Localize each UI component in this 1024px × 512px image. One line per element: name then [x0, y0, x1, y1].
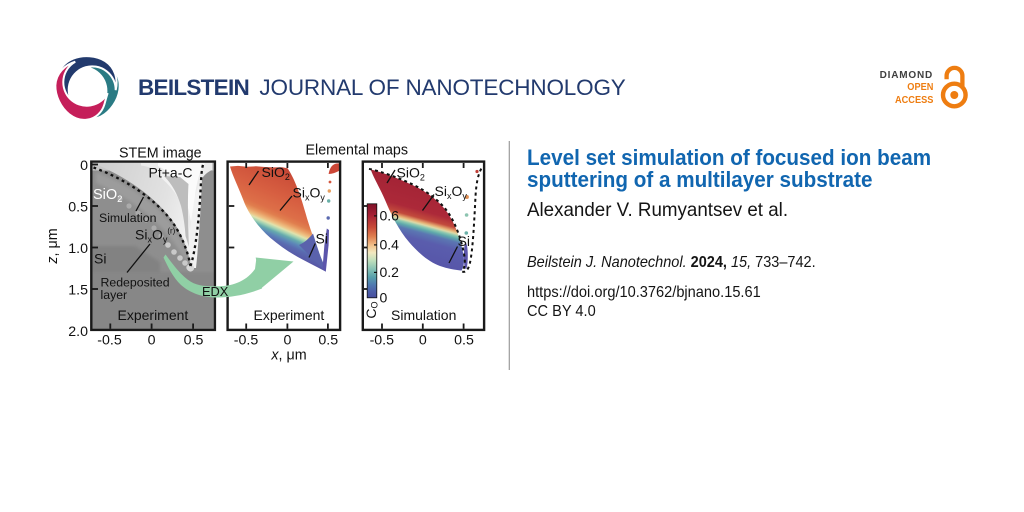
svg-text:0.5: 0.5	[318, 333, 338, 349]
svg-text:layer: layer	[101, 288, 128, 302]
svg-text:Experiment: Experiment	[118, 307, 189, 323]
svg-text:Pt+a-C: Pt+a-C	[149, 165, 193, 181]
svg-text:-0.5: -0.5	[370, 333, 395, 349]
svg-text:0.2: 0.2	[380, 264, 400, 280]
svg-text:x, μm: x, μm	[270, 348, 306, 364]
svg-text:-0.5: -0.5	[234, 333, 259, 349]
svg-text:Elemental maps: Elemental maps	[306, 142, 409, 158]
svg-text:EDX: EDX	[202, 284, 229, 299]
svg-text:Si: Si	[94, 251, 106, 267]
svg-text:0: 0	[80, 158, 88, 174]
svg-text:2.0: 2.0	[68, 324, 88, 340]
svg-text:0: 0	[419, 333, 427, 349]
svg-text:0.5: 0.5	[454, 333, 474, 349]
svg-text:0: 0	[283, 333, 291, 349]
svg-text:Redeposited: Redeposited	[101, 276, 170, 290]
svg-text:0.6: 0.6	[380, 208, 400, 224]
svg-text:Simulation: Simulation	[391, 307, 456, 323]
svg-text:SixOy: SixOy	[435, 183, 468, 201]
svg-text:Si: Si	[316, 231, 328, 247]
svg-text:1.0: 1.0	[68, 241, 88, 257]
svg-text:Si: Si	[458, 233, 470, 249]
svg-text:1.5: 1.5	[68, 283, 88, 299]
svg-text:SiO2: SiO2	[397, 165, 425, 183]
svg-text:STEM image: STEM image	[119, 146, 202, 162]
svg-text:0.4: 0.4	[380, 237, 400, 253]
svg-text:0: 0	[380, 289, 388, 305]
svg-text:-0.5: -0.5	[97, 333, 122, 349]
svg-text:0.5: 0.5	[184, 333, 204, 349]
svg-text:Simulation: Simulation	[99, 211, 157, 225]
svg-text:z, μm: z, μm	[45, 228, 61, 264]
svg-text:CO: CO	[363, 301, 380, 318]
svg-text:SiO2: SiO2	[262, 164, 290, 182]
svg-text:SiO2: SiO2	[93, 187, 122, 205]
svg-text:SixOy: SixOy	[293, 185, 326, 203]
svg-text:Experiment: Experiment	[254, 307, 325, 323]
svg-text:0.5: 0.5	[68, 200, 88, 216]
svg-text:0: 0	[148, 333, 156, 349]
